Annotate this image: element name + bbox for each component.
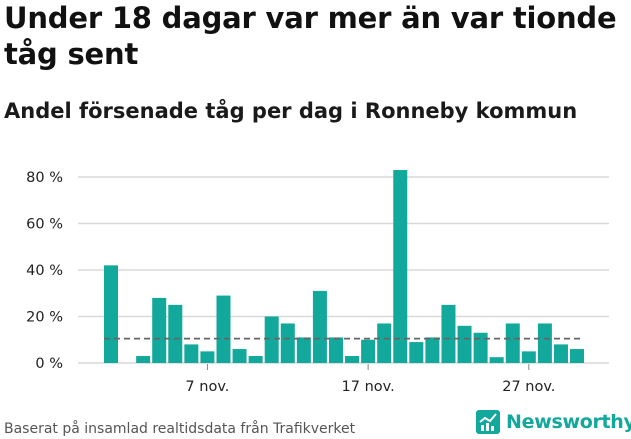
bar	[232, 349, 247, 363]
chart-subtitle: Andel försenade tåg per dag i Ronneby ko…	[4, 99, 578, 123]
bars	[104, 170, 585, 363]
x-tick-label: 17 nov.	[342, 379, 395, 395]
bar	[441, 304, 456, 363]
bar	[168, 304, 183, 363]
bar	[505, 323, 520, 363]
y-tick-label: 60 %	[26, 217, 63, 233]
bar	[570, 349, 585, 363]
bar	[473, 332, 488, 363]
bar	[152, 297, 167, 363]
bar	[521, 351, 536, 363]
bar	[553, 344, 568, 363]
bar	[216, 295, 231, 363]
source-note: Baserat på insamlad realtidsdata från Tr…	[4, 421, 356, 437]
bar	[345, 356, 360, 363]
x-tick-label: 7 nov.	[185, 379, 229, 395]
bar	[489, 357, 504, 363]
bar	[200, 351, 215, 363]
y-tick-label: 0 %	[35, 356, 63, 372]
bar	[377, 323, 392, 363]
x-axis-tick-labels: 7 nov. 17 nov. 27 nov.	[185, 364, 555, 395]
brand-name: Newsworthy	[506, 411, 631, 433]
bar	[457, 325, 472, 363]
y-axis-tick-labels: 0 % 20 % 40 % 60 % 80 %	[26, 170, 63, 372]
bar	[184, 344, 199, 363]
y-tick-label: 40 %	[26, 263, 63, 279]
x-tick-label: 27 nov.	[502, 379, 555, 395]
y-tick-label: 80 %	[26, 170, 63, 186]
bar	[296, 337, 311, 363]
bar	[537, 323, 552, 363]
bar	[248, 356, 263, 363]
bar	[136, 356, 151, 363]
bar-chart: 0 % 20 % 40 % 60 % 80 % 7 nov. 17 nov. 27 nov.	[26, 170, 609, 395]
bar	[264, 316, 279, 363]
bar	[328, 337, 343, 363]
bar	[393, 170, 408, 363]
bar	[104, 265, 118, 363]
y-tick-label: 20 %	[26, 310, 63, 326]
bar	[425, 337, 440, 363]
bar	[361, 339, 376, 363]
bar	[409, 342, 424, 363]
chart-title: Under 18 dagar var mer än var tionde tåg…	[4, 1, 617, 71]
bar	[312, 290, 327, 363]
bar	[280, 323, 295, 363]
gridlines	[78, 176, 609, 364]
newsworthy-logo-icon	[476, 410, 500, 434]
brand-logo: Newsworthy	[476, 408, 631, 436]
